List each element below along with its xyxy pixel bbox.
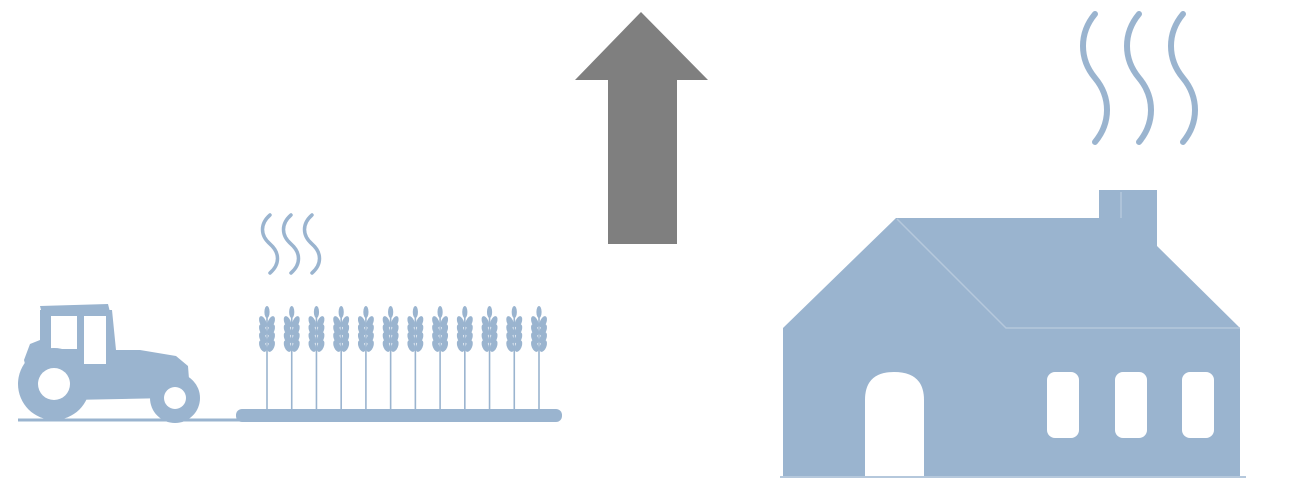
chimney-smoke-icon — [1080, 11, 1198, 145]
wheat-stalk — [531, 306, 547, 410]
wheat-stalk — [481, 306, 498, 410]
field-base — [236, 409, 562, 422]
wheat-field-icon — [259, 306, 547, 410]
farmhouse-group — [780, 11, 1246, 478]
farmhouse-icon — [780, 190, 1246, 478]
wheat-stalk — [357, 306, 374, 410]
wheat-stalk — [456, 306, 473, 410]
wheat-stalk — [259, 306, 275, 410]
wheat-stalk — [382, 306, 399, 410]
steam-wave — [281, 213, 301, 275]
house-window — [1115, 372, 1147, 438]
wheat-stalk — [283, 306, 300, 410]
steam-wave — [260, 213, 280, 275]
up-arrow-icon — [575, 12, 708, 244]
wheat-stalk — [308, 306, 325, 410]
house-body — [783, 218, 1240, 476]
steam-waves-icon — [260, 213, 322, 275]
steam-wave — [302, 213, 322, 275]
steam-wave — [1124, 11, 1154, 145]
steam-wave — [1168, 11, 1198, 145]
wheat-stalk — [407, 306, 424, 410]
house-window — [1047, 372, 1079, 438]
steam-wave — [1080, 11, 1110, 145]
wheat-stalk — [432, 306, 449, 410]
wheat-stalk — [506, 306, 523, 410]
tractor-icon — [18, 304, 200, 423]
house-door — [865, 372, 924, 476]
wheat-stalk — [333, 306, 350, 410]
house-window — [1182, 372, 1214, 438]
farm-field-group — [18, 213, 562, 423]
